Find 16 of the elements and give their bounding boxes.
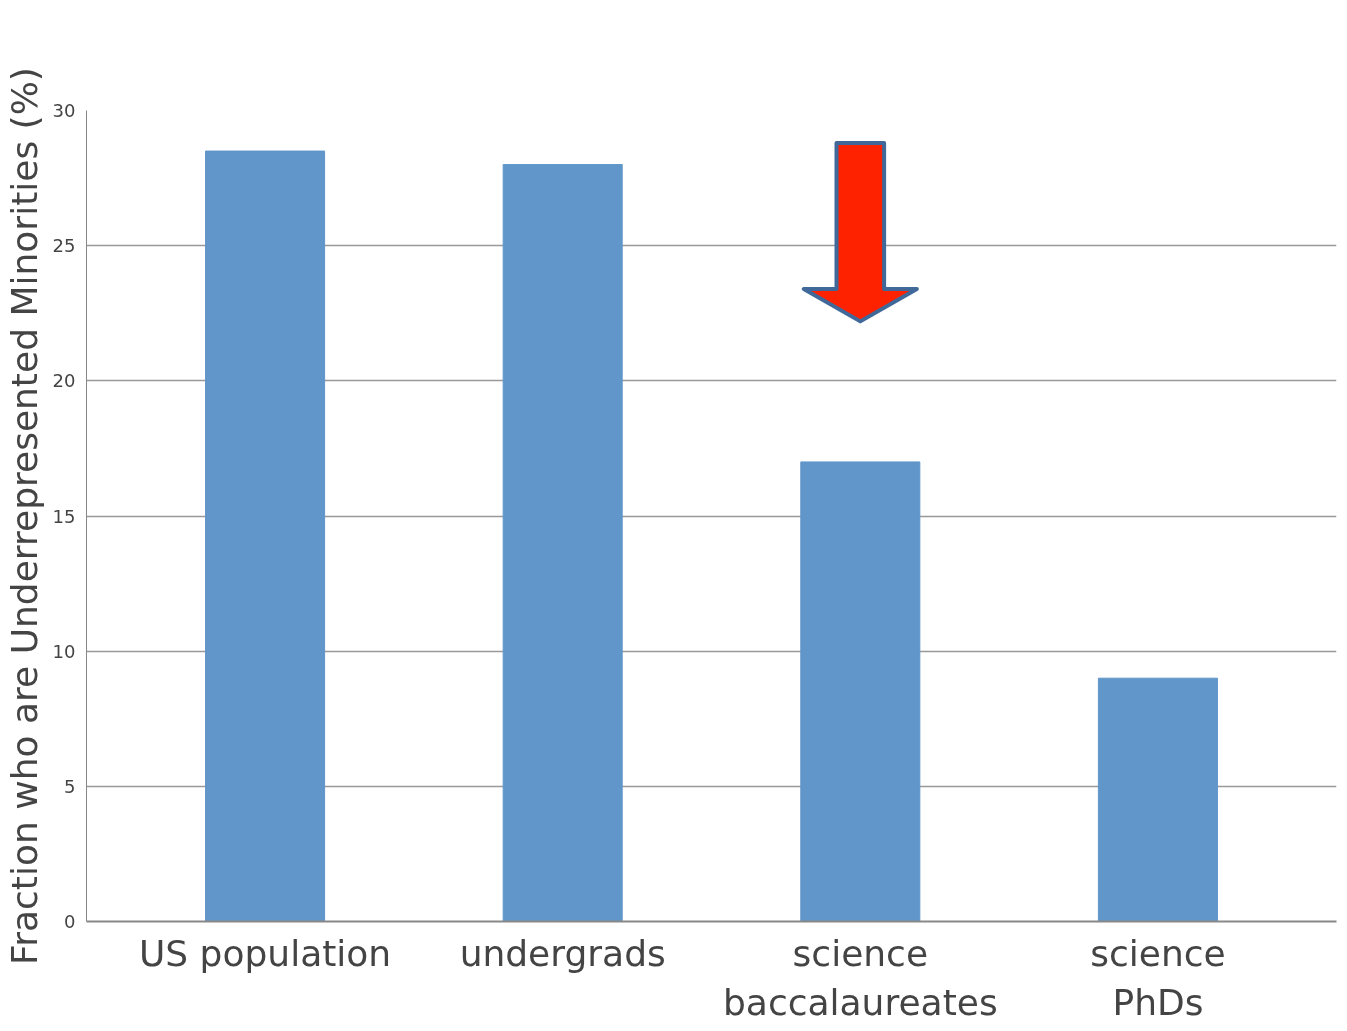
- y-tick-label: 25: [52, 235, 76, 257]
- bar: [502, 164, 623, 922]
- y-tick-label: 15: [52, 505, 76, 527]
- y-axis-title: Fraction who are Underrepresented Minorities (%): [3, 67, 45, 965]
- x-tick-label: US population: [138, 932, 392, 974]
- x-tick-label: science baccalaureates: [722, 932, 998, 1023]
- bar: [1097, 677, 1218, 922]
- y-tick-label: 0: [64, 911, 76, 932]
- x-tick-label: undergrads: [459, 932, 666, 974]
- y-tick-label: 30: [52, 100, 76, 121]
- bar: [205, 150, 326, 922]
- y-tick-label: 10: [52, 640, 76, 662]
- x-tick-label: science PhDs: [1090, 932, 1226, 1023]
- y-tick-label: 20: [52, 370, 76, 392]
- y-tick-label: 5: [64, 775, 76, 797]
- bar: [800, 461, 921, 922]
